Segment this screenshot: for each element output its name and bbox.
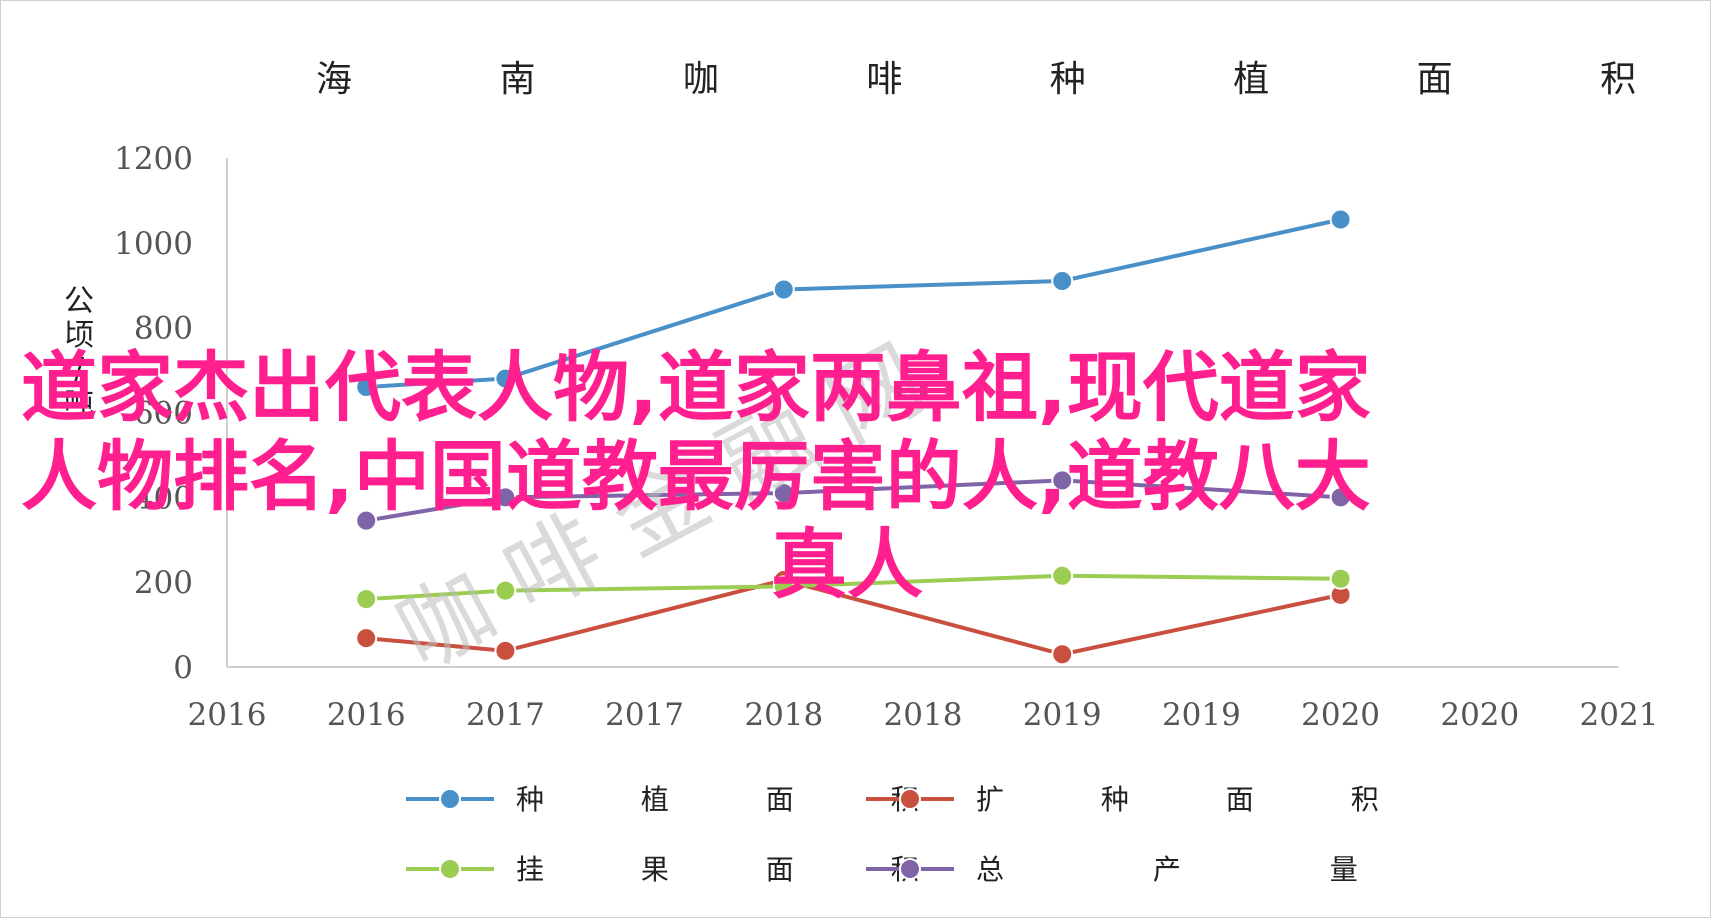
legend-swatch-marker [899, 788, 921, 810]
series-3 [355, 564, 1352, 611]
data-point [494, 367, 517, 390]
axes: 0 200 400 600 800 1000 1200 2016 2016 2017 2017 201… [114, 141, 1658, 733]
x-tick-label: 2019 [1023, 697, 1102, 733]
y-tick-label: 1200 [114, 141, 193, 177]
data-point [1329, 486, 1352, 509]
x-tick-label: 2020 [1301, 697, 1380, 733]
y-tick-label: 600 [134, 396, 193, 432]
y-tick-label: 800 [134, 311, 193, 347]
y-tick-label: 1000 [114, 226, 193, 262]
data-point [1051, 270, 1074, 293]
x-tick-label: 2018 [884, 697, 963, 733]
data-point [355, 376, 378, 399]
data-point [1329, 208, 1352, 231]
legend-label: 扩 种 面 积 [976, 783, 1423, 816]
x-tick-label: 2017 [466, 697, 545, 733]
y-axis-label-char: 吨 [64, 386, 94, 421]
overlay-line-2: 人物排名,中国道教最厉害的人,道教八大 [21, 432, 1371, 521]
legend-item: 挂 果 面 积 [406, 853, 963, 886]
data-point [494, 639, 517, 662]
legend-swatch-marker [899, 858, 921, 880]
data-point [1051, 643, 1074, 666]
data-point [355, 509, 378, 532]
y-tick-label: 200 [134, 565, 193, 601]
legend: 种 植 面 积扩 种 面 积挂 果 面 积总 产 量 [406, 783, 1428, 886]
data-point [355, 627, 378, 650]
data-point [772, 575, 795, 598]
data-point [772, 278, 795, 301]
chart-title: 海 南 咖 啡 种 植 面 积 和 产 量 [316, 59, 1711, 100]
x-tick-label: 2016 [327, 697, 406, 733]
y-tick-label: 400 [134, 480, 193, 516]
y-axis-label-char: 公 [64, 284, 94, 319]
legend-item: 扩 种 面 积 [866, 783, 1423, 816]
legend-swatch-marker [439, 788, 461, 810]
data-point [494, 486, 517, 509]
series-lines [355, 208, 1352, 666]
x-tick-label: 2018 [744, 697, 823, 733]
overlay-headline: 道家杰出代表人物,道家两鼻祖,现代道家 人物排名,中国道教最厉害的人,道教八大 … [21, 343, 1371, 609]
y-axis-label-char: 顷 [64, 318, 94, 353]
series-1 [355, 208, 1352, 399]
y-tick-label: 0 [173, 650, 193, 686]
y-axis-label-char: / [74, 352, 85, 387]
x-tick-label: 2017 [605, 697, 684, 733]
overlay-line-3: 真人 [771, 520, 923, 609]
data-point [1051, 469, 1074, 492]
overlay-line-1: 道家杰出代表人物,道家两鼻祖,现代道家 [21, 343, 1371, 432]
series-4 [355, 469, 1352, 532]
x-tick-label: 2019 [1162, 697, 1241, 733]
data-point [355, 588, 378, 611]
data-point [1051, 564, 1074, 587]
x-tick-label: 2021 [1580, 697, 1659, 733]
legend-swatch-marker [439, 858, 461, 880]
legend-label: 种 植 面 积 [516, 783, 963, 816]
data-point [772, 482, 795, 505]
legend-label: 总 产 量 [976, 853, 1428, 886]
legend-item: 种 植 面 积 [406, 783, 963, 816]
legend-label: 挂 果 面 积 [516, 853, 963, 886]
legend-item: 总 产 量 [866, 853, 1428, 886]
x-tick-label: 2020 [1440, 697, 1519, 733]
x-tick-label: 2016 [188, 697, 267, 733]
data-point [1329, 567, 1352, 590]
data-point [494, 579, 517, 602]
y-axis-label: 公顷/吨 [64, 284, 94, 421]
